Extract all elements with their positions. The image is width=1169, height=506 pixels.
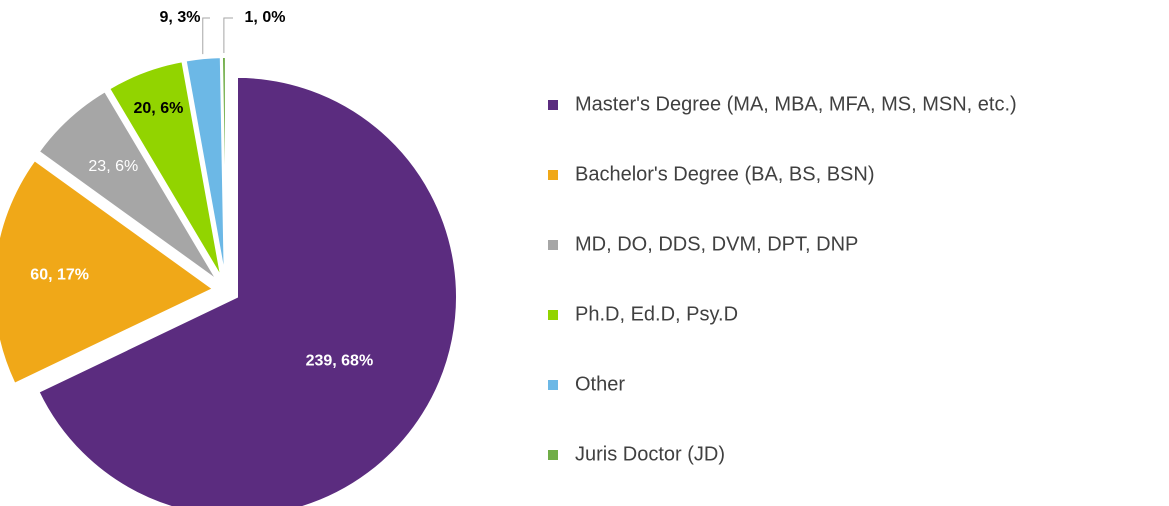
data-label: 20, 6% <box>134 100 184 117</box>
legend-label: Ph.D, Ed.D, Psy.D <box>575 303 738 325</box>
legend-swatch <box>548 310 558 320</box>
legend-label: Master's Degree (MA, MBA, MFA, MS, MSN, … <box>575 93 1017 115</box>
data-label: 9, 3% <box>160 9 201 26</box>
legend-label: Other <box>575 373 625 395</box>
pie-slice <box>0 158 216 386</box>
legend-swatch <box>548 240 558 250</box>
legend-label: MD, DO, DDS, DVM, DPT, DNP <box>575 233 858 255</box>
pie-slice <box>107 60 223 279</box>
data-label: 239, 68% <box>306 353 374 370</box>
pie-slice <box>184 56 226 278</box>
pie-slice <box>220 56 227 278</box>
leader-line <box>223 17 233 54</box>
pie-slice <box>37 75 458 506</box>
legend-swatch <box>548 100 558 110</box>
pie-slice <box>37 89 219 282</box>
legend-swatch <box>548 450 558 460</box>
legend-label: Bachelor's Degree (BA, BS, BSN) <box>575 163 875 185</box>
data-label: 60, 17% <box>30 266 89 283</box>
legend-label: Juris Doctor (JD) <box>575 443 725 465</box>
legend-swatch <box>548 170 558 180</box>
data-label: 1, 0% <box>245 9 286 26</box>
data-label: 23, 6% <box>88 158 138 175</box>
leader-line <box>202 17 210 55</box>
legend-swatch <box>548 380 558 390</box>
